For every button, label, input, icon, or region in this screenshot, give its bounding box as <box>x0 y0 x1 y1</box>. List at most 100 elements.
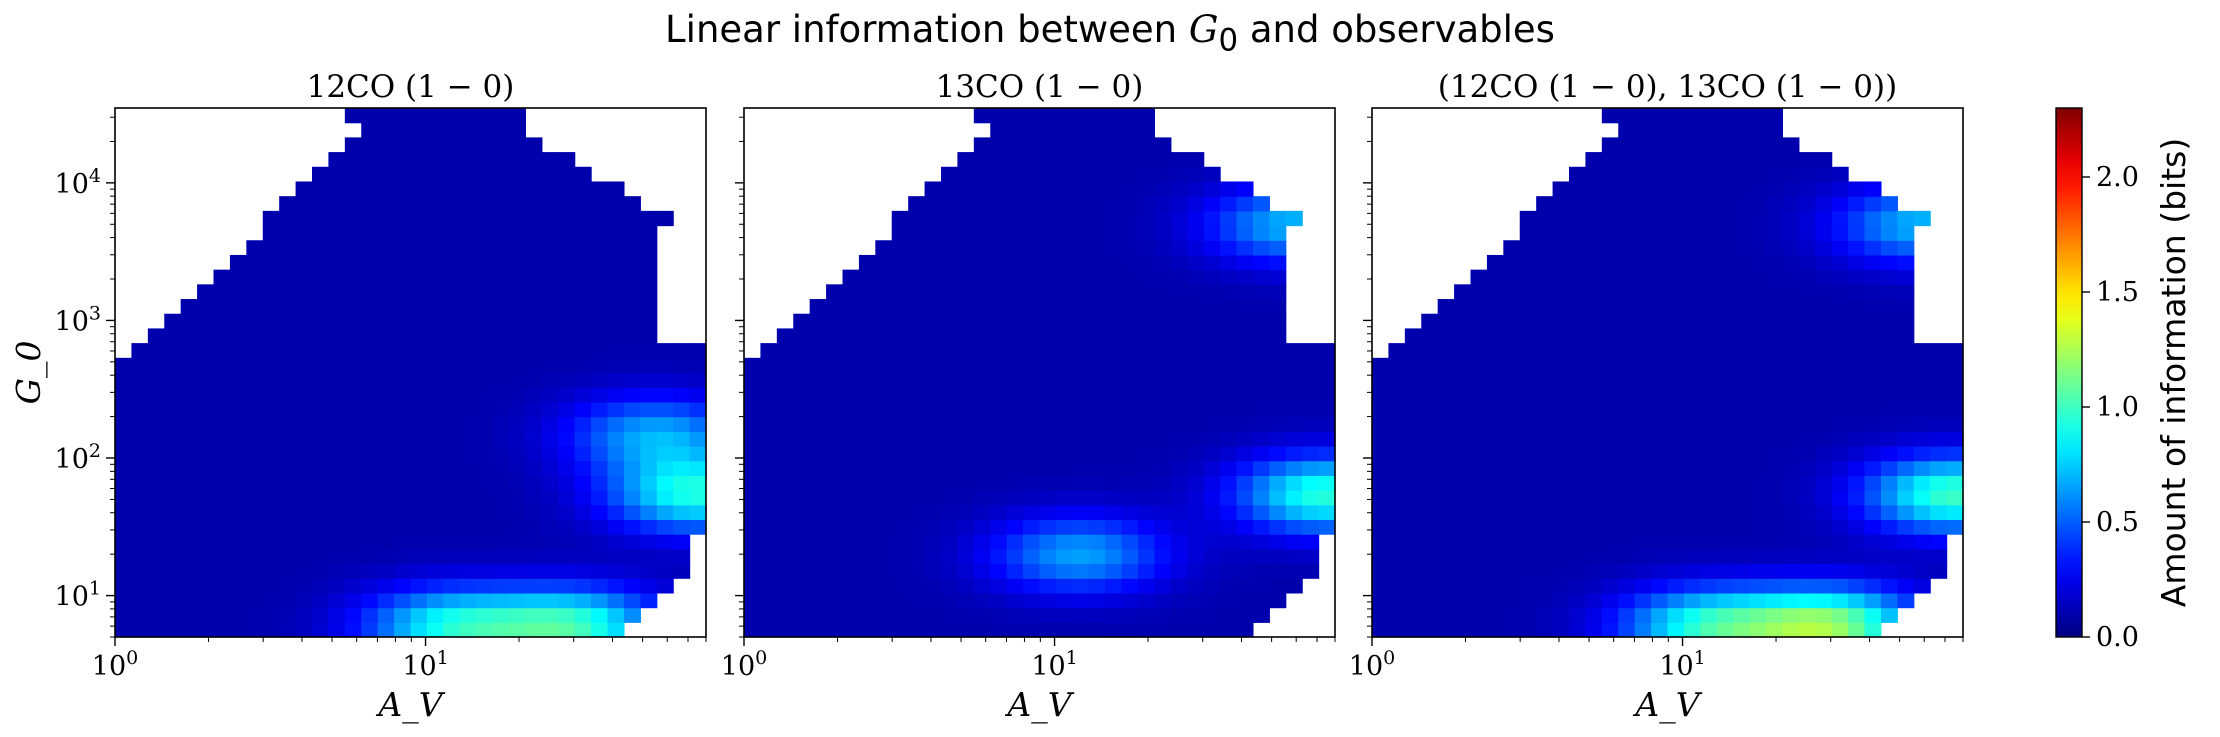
heatmap-cell <box>1815 284 1833 300</box>
heatmap-cell <box>476 225 494 241</box>
heatmap-cell <box>591 460 609 476</box>
heatmap-cell <box>1138 401 1156 418</box>
heatmap-cell <box>990 108 1008 124</box>
heatmap-cell <box>1880 534 1898 550</box>
heatmap-cell <box>279 578 297 594</box>
heatmap-cell <box>279 431 297 447</box>
heatmap-cell <box>476 313 494 330</box>
heatmap-cell <box>891 254 909 271</box>
heatmap-cell <box>1236 387 1254 403</box>
heatmap-cell <box>875 284 893 300</box>
heatmap-cell <box>558 328 576 344</box>
heatmap-cell <box>1651 519 1669 535</box>
heatmap-cell <box>990 210 1008 227</box>
heatmap-cell <box>990 490 1008 506</box>
heatmap-cell <box>990 328 1008 344</box>
heatmap-cell <box>1170 592 1188 609</box>
heatmap-cell <box>476 196 494 212</box>
heatmap-cell <box>1105 563 1123 579</box>
heatmap-cell <box>957 431 975 447</box>
heatmap-cell <box>1252 357 1270 374</box>
heatmap-cell <box>1569 166 1587 183</box>
heatmap-cell <box>957 592 975 609</box>
heatmap-cell <box>973 607 991 623</box>
heatmap-cell <box>1404 607 1422 623</box>
heatmap-cell <box>1897 578 1915 594</box>
heatmap-cell <box>574 181 592 197</box>
heatmap-cell <box>875 607 893 623</box>
heatmap-cell <box>1170 284 1188 300</box>
heatmap-cell <box>1798 254 1816 271</box>
heatmap-cell <box>1766 416 1784 432</box>
heatmap-cell <box>1634 108 1652 124</box>
heatmap-cell <box>1154 137 1172 153</box>
heatmap-cell <box>1006 122 1024 138</box>
heatmap-cell <box>1733 122 1751 138</box>
heatmap-cell <box>312 313 330 330</box>
heatmap-cell <box>1220 622 1238 638</box>
y-tick-exponent: 3 <box>89 302 101 324</box>
heatmap-cell <box>1683 475 1701 491</box>
heatmap-cell <box>426 343 444 359</box>
heatmap-cell <box>1766 607 1784 623</box>
heatmap-cell <box>246 313 264 330</box>
heatmap-cell <box>1023 504 1041 521</box>
heatmap-cell <box>509 490 527 506</box>
heatmap-cell <box>1055 475 1073 491</box>
heatmap-cell <box>1913 519 1931 535</box>
heatmap-cell <box>1236 490 1254 506</box>
heatmap-cell <box>164 607 182 623</box>
heatmap-cell <box>1930 490 1948 506</box>
heatmap-cell <box>1749 519 1767 535</box>
heatmap-cell <box>1749 592 1767 609</box>
heatmap-cell <box>131 504 149 521</box>
heatmap-cell <box>1388 563 1406 579</box>
heatmap-cell <box>147 592 165 609</box>
heatmap-cell <box>689 490 707 506</box>
heatmap-cell <box>1072 563 1090 579</box>
heatmap-cell <box>1749 152 1767 168</box>
heatmap-cell <box>908 548 926 565</box>
colorbar: 0.00.51.01.52.0 Amount of information (bi… <box>2055 107 2193 653</box>
heatmap-cell <box>459 387 477 403</box>
heatmap-cell <box>1105 622 1123 638</box>
heatmap-cell <box>279 328 297 344</box>
heatmap-cell <box>1039 122 1057 138</box>
heatmap-cell <box>973 578 991 594</box>
heatmap-cell <box>426 460 444 476</box>
heatmap-cell <box>1782 416 1800 432</box>
heatmap-cell <box>1170 152 1188 168</box>
heatmap-cell <box>476 534 494 550</box>
heatmap-cell <box>197 490 215 506</box>
heatmap-cell <box>1651 343 1669 359</box>
heatmap-cell <box>1897 490 1915 506</box>
heatmap-cell <box>410 108 428 124</box>
heatmap-cell <box>1766 431 1784 447</box>
heatmap-cell <box>793 460 811 476</box>
heatmap-cell <box>229 490 247 506</box>
heatmap-cell <box>826 357 844 374</box>
heatmap-cell <box>1138 431 1156 447</box>
heatmap-cell <box>361 622 379 638</box>
heatmap-cell <box>1203 504 1221 521</box>
heatmap-cell <box>492 254 510 271</box>
heatmap-cell <box>541 460 559 476</box>
heatmap-cell <box>1749 622 1767 638</box>
heatmap-cell <box>1782 357 1800 374</box>
heatmap-cell <box>1880 592 1898 609</box>
heatmap-cell <box>1105 534 1123 550</box>
heatmap-cell <box>891 401 909 418</box>
heatmap-cell <box>361 357 379 374</box>
heatmap-cell <box>607 460 625 476</box>
heatmap-cell <box>1105 284 1123 300</box>
heatmap-cell <box>197 607 215 623</box>
heatmap-cell <box>410 343 428 359</box>
heatmap-cell <box>1897 357 1915 374</box>
heatmap-cell <box>574 357 592 374</box>
heatmap-cell <box>361 181 379 197</box>
heatmap-cell <box>1039 622 1057 638</box>
heatmap-cell <box>443 181 461 197</box>
heatmap-cell <box>1138 357 1156 374</box>
heatmap-cell <box>1088 534 1106 550</box>
heatmap-cell <box>1023 284 1041 300</box>
